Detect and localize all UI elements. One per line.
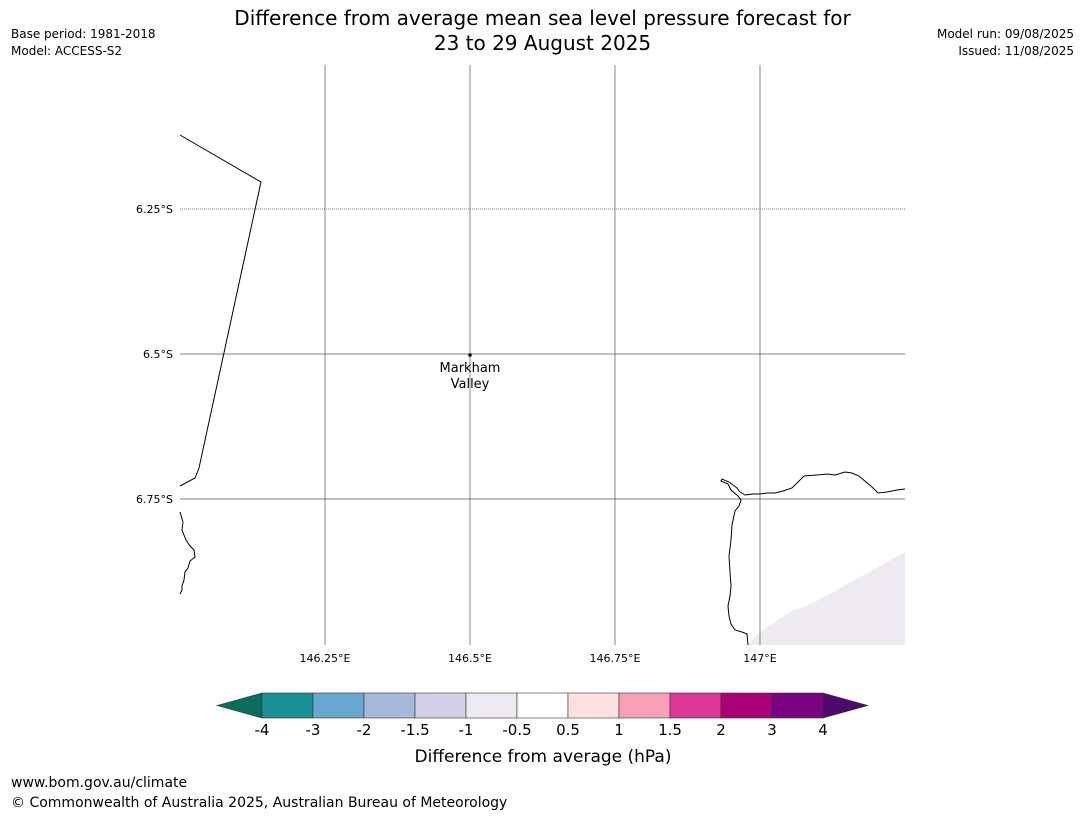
lon-label-2: 146.5°E xyxy=(448,652,492,665)
colorbar-tick-label: 1.5 xyxy=(658,721,682,739)
colorbar-tick-label: 4 xyxy=(818,721,828,739)
model-run: Model run: 09/08/2025 xyxy=(936,27,1074,41)
page-title: Difference from average mean sea level p… xyxy=(0,6,1085,56)
colorbar-extend-low xyxy=(215,692,263,719)
colorbar-label: Difference from average (hPa) xyxy=(415,747,672,767)
colorbar-segment xyxy=(720,692,773,719)
lon-label-1: 146.25°E xyxy=(300,652,351,665)
place-label-line-2: Valley xyxy=(451,377,490,392)
place-label-line-1: Markham xyxy=(440,361,501,376)
coast-right xyxy=(720,471,906,646)
colorbar-segment xyxy=(567,692,620,719)
colorbar-tick-label: -3 xyxy=(306,721,321,739)
meta-left: Base period: 1981-2018 Model: ACCESS-S2 xyxy=(11,26,156,60)
lon-labels: 146.25°E 146.5°E 146.75°E 147°E xyxy=(300,652,777,665)
colorbar-tick-label: -1.5 xyxy=(400,721,429,739)
location-marker xyxy=(468,353,472,357)
colorbar-tick-label: 3 xyxy=(767,721,777,739)
colorbar-tick-label: -4 xyxy=(255,721,270,739)
colorbar-segment xyxy=(363,692,416,719)
colorbar-tick-label: 1 xyxy=(614,721,624,739)
colorbar-segment xyxy=(669,692,722,719)
lat-label-1: 6.25°S xyxy=(136,203,173,216)
colorbar-tick-label: -0.5 xyxy=(502,721,531,739)
base-period: Base period: 1981-2018 xyxy=(11,27,156,41)
lon-label-3: 146.75°E xyxy=(590,652,641,665)
colorbar-tick-label: -1 xyxy=(459,721,474,739)
colorbar-segment xyxy=(261,692,314,719)
border-line xyxy=(179,134,262,487)
colorbar-segment xyxy=(414,692,467,719)
model-name: Model: ACCESS-S2 xyxy=(11,44,123,58)
lat-label-2: 6.5°S xyxy=(143,348,173,361)
colorbar-segment xyxy=(618,692,671,719)
colorbar-tick-label: 0.5 xyxy=(556,721,580,739)
colorbar-segment xyxy=(516,692,569,719)
footer-copyright: © Commonwealth of Australia 2025, Austra… xyxy=(11,795,508,811)
lat-label-3: 6.75°S xyxy=(136,493,173,506)
colorbar-segment xyxy=(312,692,365,719)
lon-label-4: 147°E xyxy=(743,652,776,665)
colorbar-segment xyxy=(771,692,824,719)
colorbar-tick-label: 2 xyxy=(716,721,726,739)
gridlines xyxy=(180,65,905,645)
meta-right: Model run: 09/08/2025 Issued: 11/08/2025 xyxy=(937,26,1074,60)
colorbar: -4 -3 -2 -1.5 -1 -0.5 0.5 1 1.5 2 3 4 xyxy=(215,692,870,739)
map-background xyxy=(180,65,905,645)
colorbar-segment xyxy=(465,692,518,719)
map-area xyxy=(179,65,906,646)
coastlines xyxy=(179,134,906,646)
colorbar-extend-high xyxy=(822,692,870,719)
issued-date: Issued: 11/08/2025 xyxy=(958,44,1074,58)
anomaly-shading xyxy=(748,552,905,645)
title-line-2: 23 to 29 August 2025 xyxy=(433,31,652,55)
colorbar-tick-label: -2 xyxy=(357,721,372,739)
coast-left xyxy=(179,511,196,595)
footer-url: www.bom.gov.au/climate xyxy=(11,775,188,791)
title-line-1: Difference from average mean sea level p… xyxy=(234,6,851,30)
lat-labels: 6.25°S 6.5°S 6.75°S xyxy=(136,203,173,506)
